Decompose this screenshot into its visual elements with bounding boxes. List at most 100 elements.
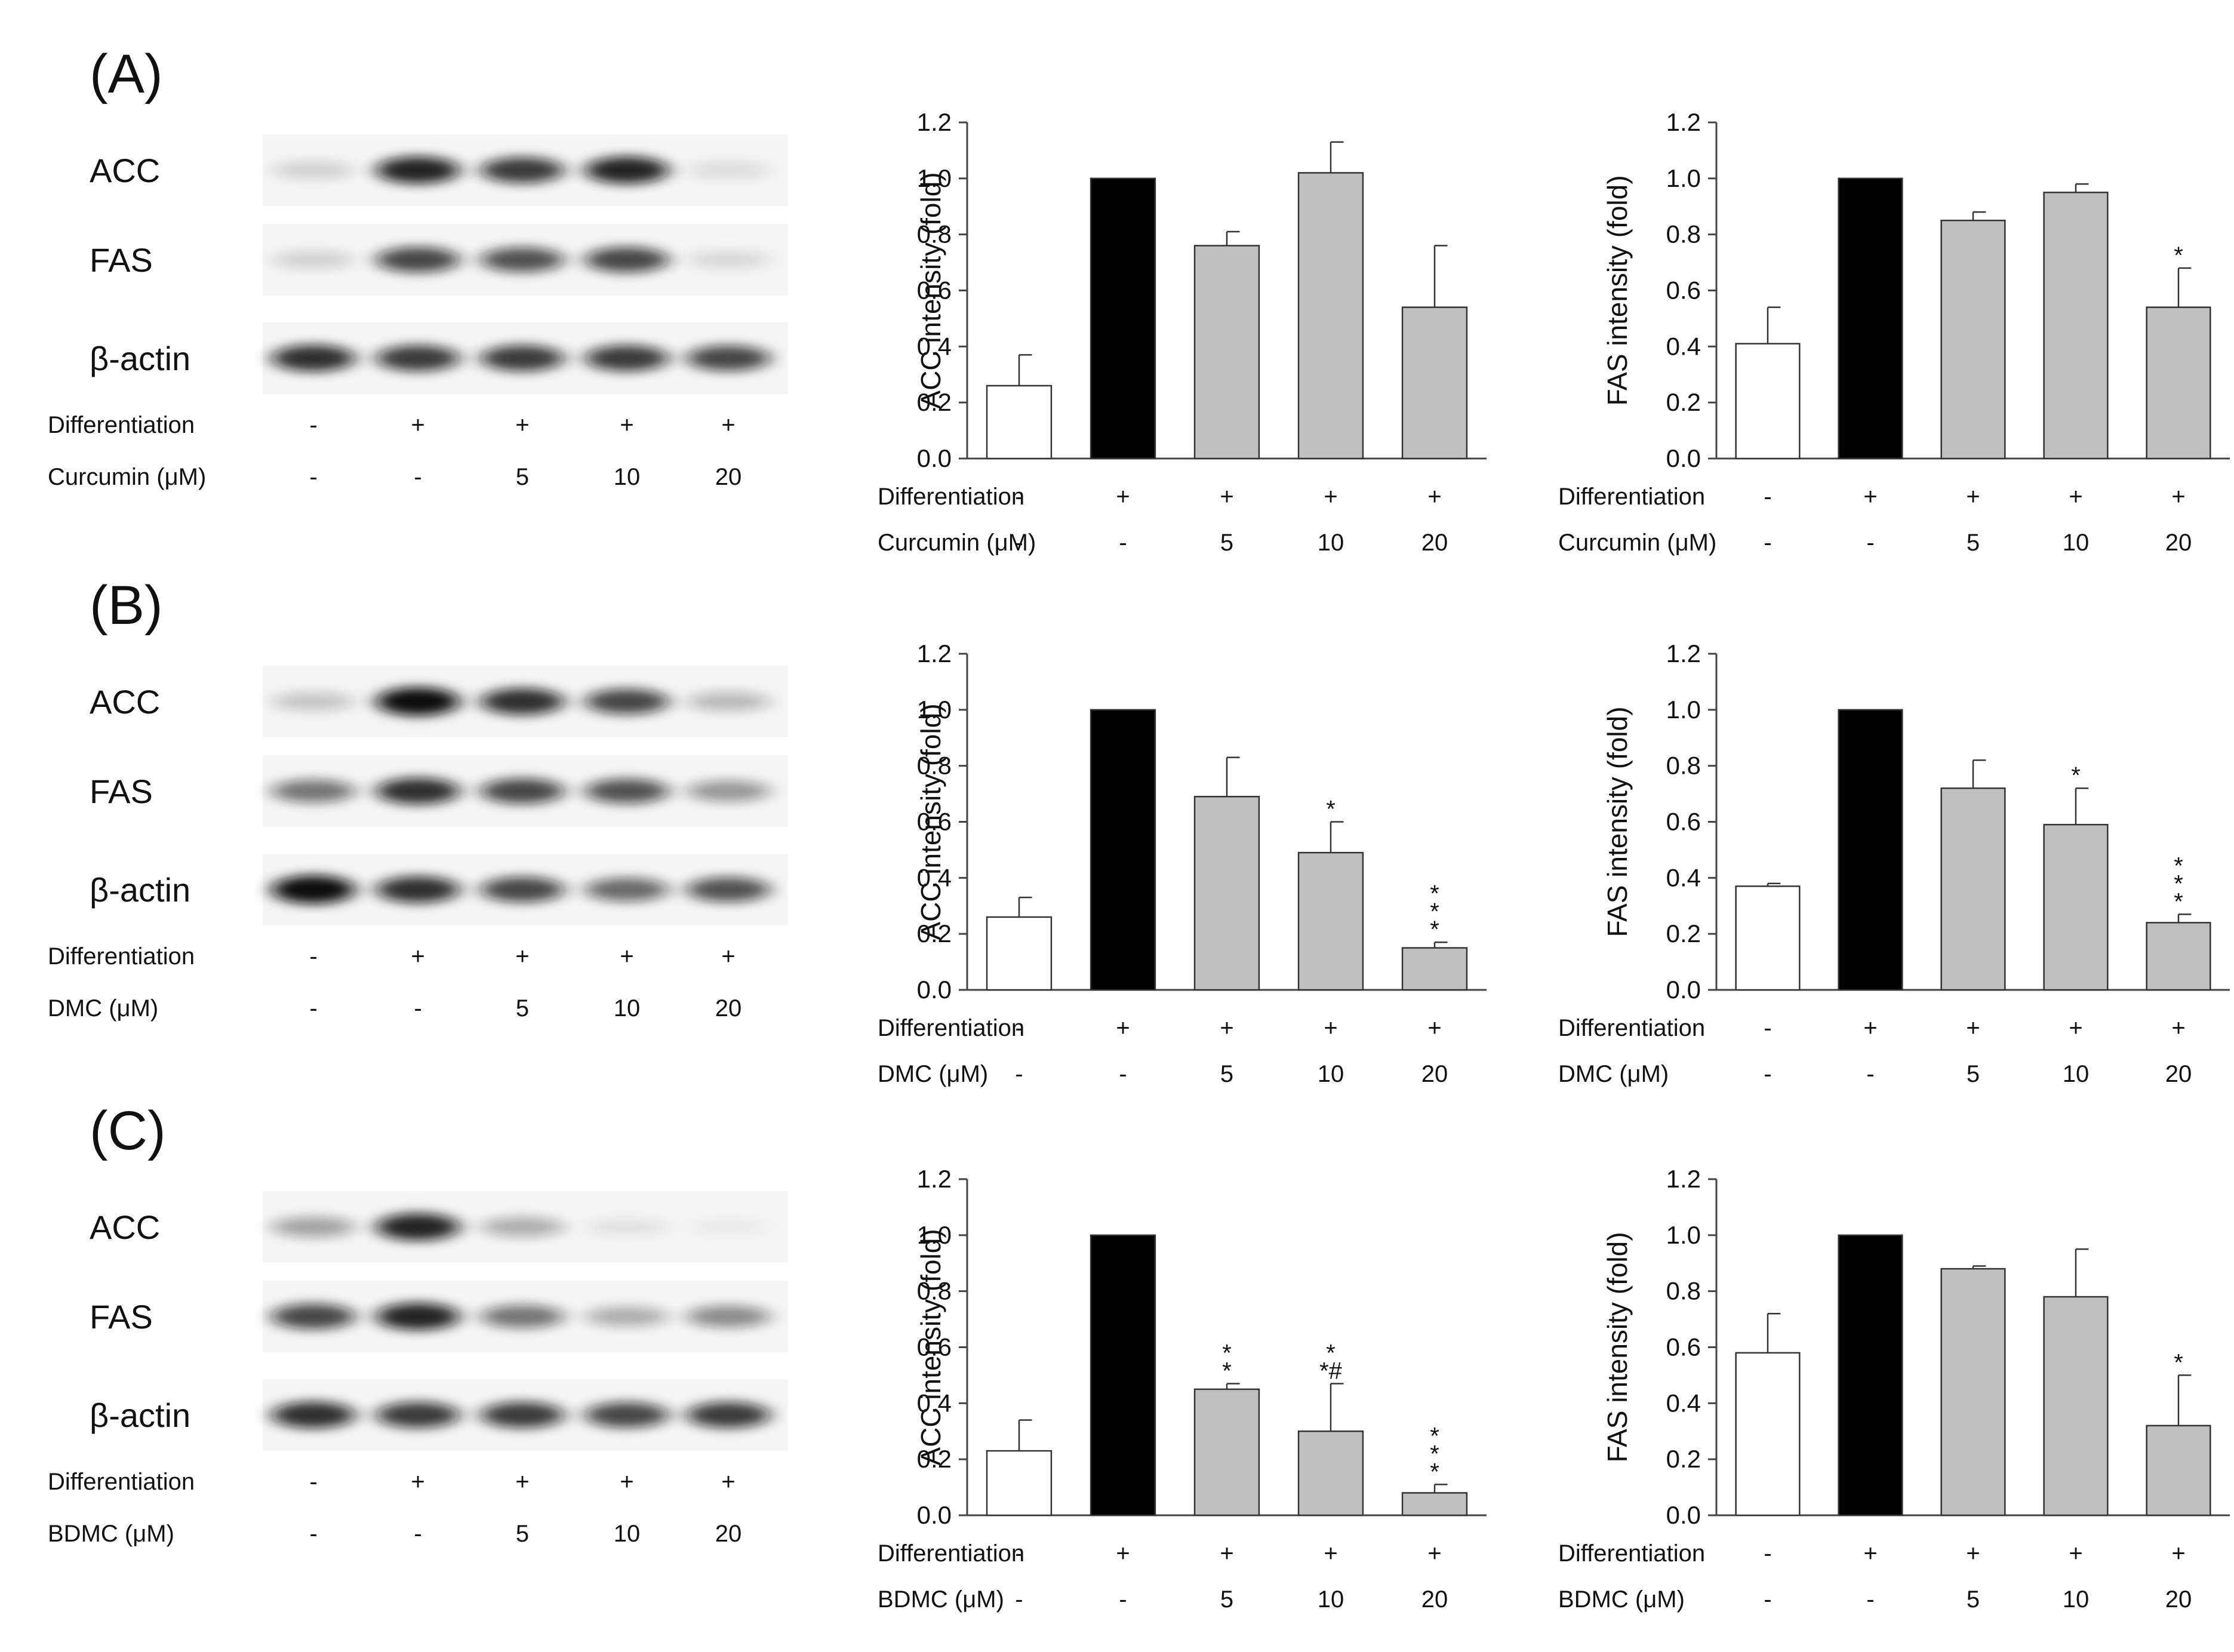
y-tick-label: 1.0 <box>917 696 952 724</box>
significance-mark: * <box>2071 762 2081 789</box>
bar <box>1735 1352 1801 1516</box>
bar-chart: 0.0 0.2 0.4 0.6 0.8 1.0 1.2 FAS intensity (fold… <box>1558 639 2230 1087</box>
row-value: 10 <box>614 995 641 1022</box>
blot-band <box>585 1218 669 1236</box>
y-tick-label: 1.2 <box>1666 639 1701 667</box>
row-value: + <box>1966 1540 1980 1567</box>
row-value: + <box>620 943 633 970</box>
blot-band <box>481 247 564 272</box>
bar-chart: 0.0 0.2 0.4 0.6 0.8 1.0 1.2 ACC intensity (fold… <box>878 639 1487 1087</box>
blot-band <box>687 250 770 269</box>
row-value: + <box>1966 1015 1980 1041</box>
bar <box>1940 1268 2006 1516</box>
y-tick-label: 1.0 <box>1666 696 1701 724</box>
y-tick-label: 0.4 <box>1666 332 1701 360</box>
protein-label: FAS <box>90 773 153 810</box>
y-tick-label: 0.8 <box>917 220 952 248</box>
y-axis-label: FAS intensity (fold) <box>1602 706 1633 937</box>
bar <box>1297 172 1364 460</box>
y-tick-label: 1.0 <box>1666 164 1701 192</box>
protein-label: FAS <box>90 241 153 279</box>
significance-mark: * <box>1430 1441 1439 1467</box>
y-tick-label: 0.2 <box>1666 919 1701 947</box>
protein-label: β-actin <box>90 340 190 377</box>
row-value: - <box>1866 1061 1874 1087</box>
y-tick-label: 0.8 <box>917 752 952 780</box>
row-value: 20 <box>2165 1061 2192 1087</box>
row-label: BDMC (μM) <box>48 1521 174 1547</box>
blot-band <box>272 161 355 180</box>
row-value: + <box>2069 484 2082 510</box>
row-value: 5 <box>516 1521 529 1547</box>
bar <box>1838 709 1903 991</box>
y-tick-label: 0.0 <box>917 1501 952 1529</box>
significance-mark: * <box>1430 881 1439 907</box>
y-tick-label: 0.4 <box>1666 1389 1701 1417</box>
row-value: + <box>515 412 529 438</box>
bar-chart: 0.0 0.2 0.4 0.6 0.8 1.0 1.2 ACC intensity (fold… <box>878 108 1487 556</box>
row-value: + <box>620 1469 633 1495</box>
row-label: Differentiation <box>1558 484 1705 510</box>
row-value: 20 <box>1421 1586 1448 1613</box>
row-value: + <box>2069 1015 2082 1041</box>
row-value: 5 <box>1220 1061 1233 1087</box>
row-value: - <box>1015 484 1023 510</box>
blot-band <box>585 156 669 184</box>
bar <box>986 384 1053 460</box>
blot-band <box>585 1306 669 1327</box>
row-label: Differentiation <box>1558 1540 1705 1567</box>
y-tick-label: 0.2 <box>917 919 952 947</box>
blot-band <box>481 1217 564 1237</box>
y-tick-label: 0.6 <box>1666 276 1701 304</box>
row-value: - <box>1015 1015 1023 1041</box>
row-value: 10 <box>614 464 641 490</box>
protein-label: β-actin <box>90 1396 190 1434</box>
row-value: 5 <box>516 995 529 1022</box>
row-value: - <box>1764 1015 1771 1041</box>
blot-band <box>272 692 355 711</box>
significance-mark: * <box>1430 916 1439 943</box>
bar <box>1940 219 2006 460</box>
y-axis-label: ACC intensity (fold) <box>915 1229 946 1465</box>
row-value: + <box>1863 484 1877 510</box>
blot-band <box>585 688 669 715</box>
row-value: - <box>1015 1586 1023 1613</box>
significance-mark: * <box>2174 870 2183 897</box>
row-value: 5 <box>1967 1586 1980 1613</box>
bar <box>1735 343 1801 460</box>
bar <box>1838 1234 1903 1516</box>
bar <box>1090 709 1156 991</box>
blot-band <box>687 877 770 902</box>
row-value: + <box>1324 484 1337 510</box>
row-value: 20 <box>2165 530 2192 556</box>
row-value: - <box>1764 530 1771 556</box>
blot-band <box>585 247 669 273</box>
row-label: Curcumin (μM) <box>878 530 1036 556</box>
row-value: + <box>1324 1540 1337 1567</box>
row-value: + <box>1863 1540 1877 1567</box>
blot-band <box>376 156 460 184</box>
row-value: + <box>2171 1540 2185 1567</box>
protein-label: ACC <box>90 683 160 721</box>
row-label: Differentiation <box>48 943 195 970</box>
blot-band <box>376 345 460 371</box>
blot-band <box>481 345 564 371</box>
blot-band <box>481 1402 564 1428</box>
y-tick-label: 0.2 <box>1666 388 1701 416</box>
blot-band <box>376 687 460 716</box>
row-value: - <box>1866 530 1874 556</box>
bar <box>2043 1296 2109 1516</box>
blot-band <box>687 1305 770 1328</box>
y-tick-label: 1.2 <box>917 1165 952 1193</box>
bar <box>1401 306 1468 460</box>
row-value: - <box>309 464 317 490</box>
row-value: + <box>1220 484 1233 510</box>
bar <box>1297 851 1364 991</box>
bar <box>2146 306 2211 460</box>
significance-mark: * <box>2174 853 2183 879</box>
y-tick-label: 0.6 <box>917 276 952 304</box>
y-axis-label: FAS intensity (fold) <box>1602 1232 1633 1462</box>
row-value: 10 <box>614 1521 641 1547</box>
y-tick-label: 0.8 <box>1666 1277 1701 1305</box>
